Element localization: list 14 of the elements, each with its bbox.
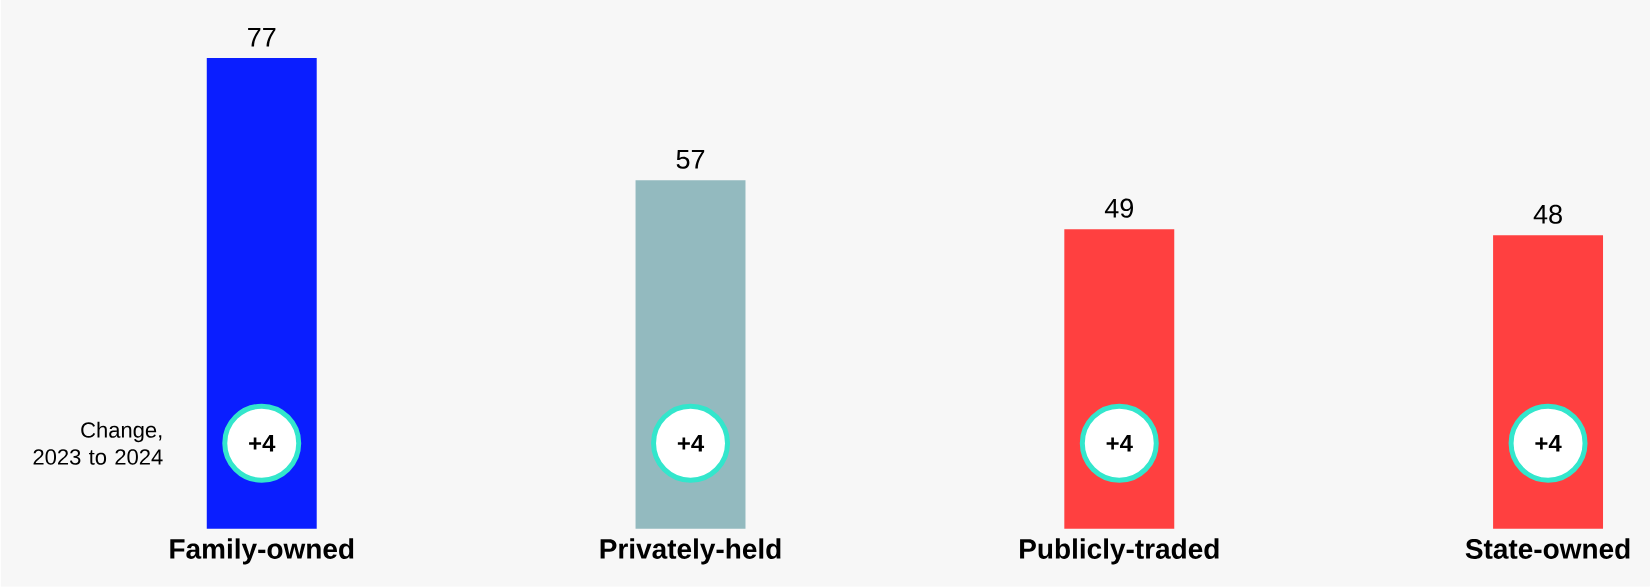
x-tick-label: Privately-held xyxy=(600,538,781,565)
data-label: 48 xyxy=(1533,204,1562,224)
data-label: 77 xyxy=(248,28,276,47)
annotation: +4 xyxy=(677,435,705,452)
annotation: +4 xyxy=(1535,435,1562,452)
annotation: Change, 2023 to 2024 xyxy=(33,421,163,465)
annotation: +4 xyxy=(249,435,276,452)
annotation: +4 xyxy=(1106,435,1133,452)
x-tick-label: Publicly-traded xyxy=(1020,538,1219,565)
data-label: 57 xyxy=(676,150,705,169)
bar xyxy=(206,58,317,529)
x-tick-label: State-owned xyxy=(1465,538,1630,559)
data-label: 49 xyxy=(1104,198,1134,218)
x-tick-label: Family-owned xyxy=(170,538,354,565)
